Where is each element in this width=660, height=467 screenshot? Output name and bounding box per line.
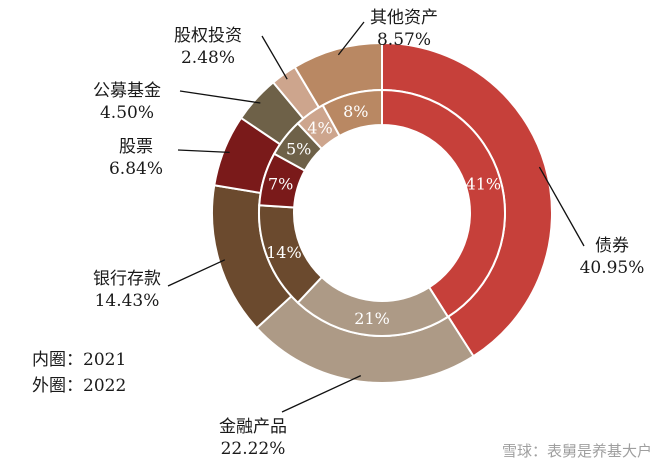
inner-pct-label-5: 4% — [307, 119, 332, 138]
inner-pct-label-3: 7% — [268, 175, 293, 194]
watermark: 雪球：表舅是养基大户 — [501, 442, 652, 460]
leader-line-3 — [177, 149, 230, 154]
outer-pct-label-2: 14.43% — [95, 291, 160, 311]
inner-pct-label-6: 8% — [343, 102, 368, 121]
outer-pct-label-0: 40.95% — [580, 258, 645, 278]
legend-outer: 外圈：2022 — [32, 376, 127, 396]
legend-inner: 内圈：2021 — [32, 350, 127, 370]
outer-pct-label-6: 8.57% — [377, 30, 431, 50]
category-label-0: 债券 — [595, 236, 629, 256]
inner-pct-label-0: 41% — [466, 175, 502, 194]
inner-pct-label-2: 14% — [266, 243, 302, 262]
outer-pct-label-5: 2.48% — [181, 48, 235, 68]
leader-line-4 — [179, 90, 261, 104]
outer-pct-label-4: 4.50% — [100, 103, 154, 123]
category-label-5: 股权投资 — [174, 26, 242, 46]
leader-line-2 — [167, 259, 226, 287]
category-label-6: 其他资产 — [370, 8, 438, 28]
leader-line-5 — [261, 35, 288, 80]
outer-pct-label-1: 22.22% — [221, 439, 286, 459]
category-label-2: 银行存款 — [93, 269, 161, 289]
ring-legend: 内圈：2021 外圈：2022 — [32, 347, 126, 399]
outer-pct-label-3: 6.84% — [109, 159, 163, 179]
inner-ring-slice-6 — [321, 88, 383, 138]
leader-line-0 — [538, 166, 585, 247]
inner-pct-label-1: 21% — [354, 309, 390, 328]
category-label-1: 金融产品 — [219, 417, 287, 437]
leader-line-1 — [281, 375, 362, 413]
inner-pct-label-4: 5% — [286, 139, 311, 158]
category-label-3: 股票 — [119, 137, 153, 157]
inner-ring-slice-0 — [381, 88, 506, 319]
leader-line-6 — [337, 21, 365, 56]
category-label-4: 公募基金 — [93, 81, 161, 101]
